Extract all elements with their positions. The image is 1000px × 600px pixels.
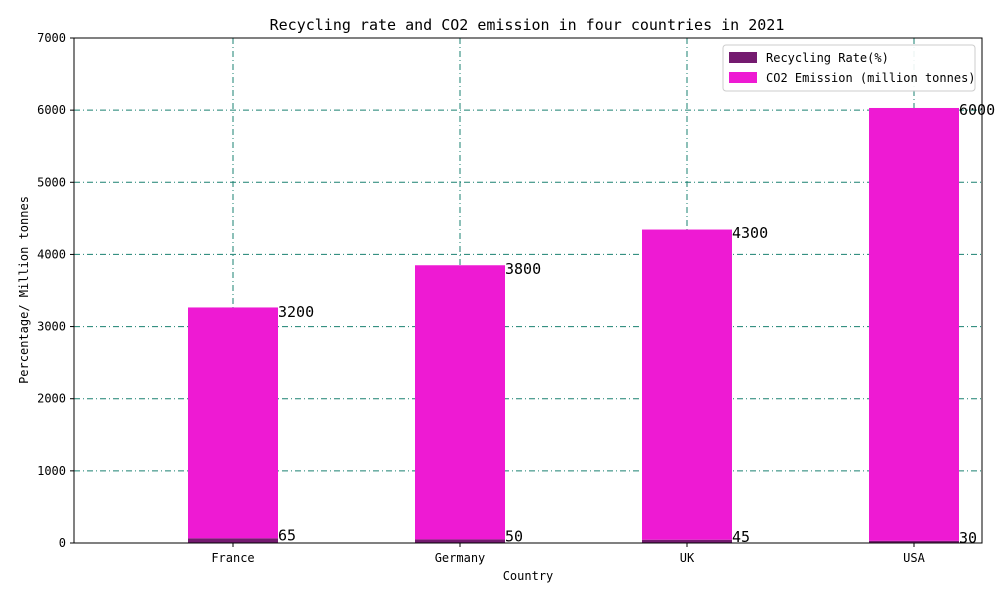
value-labels: 65 3200 50 3800 45 4300 30 6000 (278, 101, 995, 547)
data-label-recycling-france: 65 (278, 526, 296, 544)
data-label-co2-france: 3200 (278, 303, 314, 321)
bar-recycling-uk (642, 539, 732, 543)
legend-label-co2: CO2 Emission (million tonnes) (766, 71, 976, 85)
legend-box (722, 44, 976, 92)
x-tick-label-germany: Germany (435, 551, 486, 565)
x-tick-label-uk: UK (680, 551, 695, 565)
x-axis-label: Country (503, 569, 554, 583)
y-tick-label: 7000 (37, 31, 66, 45)
data-label-recycling-uk: 45 (732, 528, 750, 546)
bar-co2-france (188, 307, 278, 539)
plot-frame (73, 37, 983, 544)
data-label-recycling-usa: 30 (959, 529, 977, 547)
bar-co2-germany (415, 265, 505, 540)
y-tick-label: 4000 (37, 247, 66, 261)
y-tick-label: 5000 (37, 175, 66, 189)
data-label-co2-usa: 6000 (959, 101, 995, 119)
y-tick-label: 3000 (37, 320, 66, 334)
bars (188, 107, 959, 543)
axis-ticks: 0 1000 2000 3000 4000 5000 6000 7000 France Germa… (37, 31, 926, 565)
x-tick-label-usa: USA (903, 551, 925, 565)
x-tick-label-france: France (211, 551, 254, 565)
bar-recycling-germany (415, 539, 505, 543)
bar-recycling-usa (869, 540, 959, 543)
data-label-co2-uk: 4300 (732, 224, 768, 242)
bar-co2-uk (642, 229, 732, 540)
y-axis-label: Percentage/ Million tonnes (17, 196, 31, 384)
y-tick-label: 1000 (37, 464, 66, 478)
legend-swatch-recycling (729, 52, 757, 63)
legend-label-recycling: Recycling Rate(%) (766, 51, 889, 65)
legend: Recycling Rate(%) CO2 Emission (million … (722, 44, 976, 92)
bar-recycling-france (188, 538, 278, 543)
chart-title: Recycling rate and CO2 emission in four … (270, 16, 785, 34)
y-tick-label: 6000 (37, 103, 66, 117)
legend-swatch-co2 (729, 72, 757, 83)
y-tick-label: 2000 (37, 392, 66, 406)
y-tick-label: 0 (59, 536, 66, 550)
bar-co2-usa (869, 107, 959, 541)
data-label-co2-germany: 3800 (505, 260, 541, 278)
data-label-recycling-germany: 50 (505, 527, 523, 545)
